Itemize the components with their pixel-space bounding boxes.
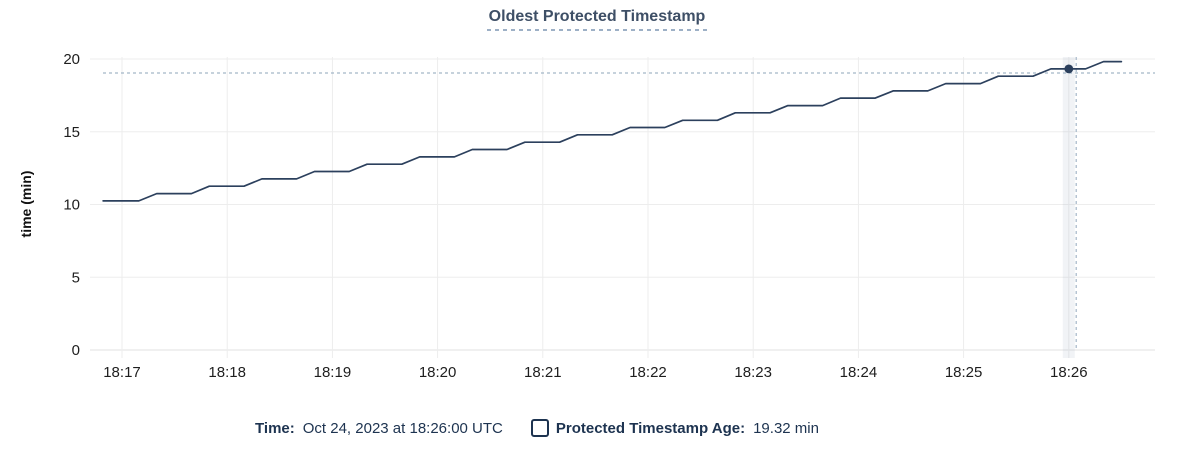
x-tick-label: 18:24 [840,364,878,381]
chart-title[interactable]: Oldest Protected Timestamp [486,8,708,31]
legend-time-label: Time: [255,419,295,437]
x-tick-label: 18:22 [629,364,667,381]
y-tick-label: 5 [72,269,80,286]
protected-timestamp-age-line [102,60,1123,202]
legend-series-label: Protected Timestamp Age: [555,419,746,437]
hover-point-dot [1064,64,1074,74]
legend-time-value: Oct 24, 2023 at 18:26:00 UTC [302,419,503,437]
x-tick-label: 18:19 [314,364,352,381]
hover-legend: Time: Oct 24, 2023 at 18:26:00 UTC Prote… [0,419,1194,437]
y-tick-label: 15 [63,124,80,141]
y-tick-label: 0 [72,342,80,359]
hover-band [1062,57,1075,358]
y-tick-label: 10 [63,197,80,214]
x-tick-label: 18:18 [208,364,246,381]
series-checkbox[interactable] [530,419,549,437]
timeseries-plot[interactable]: 0 5 10 15 20 18:17 18:18 18:19 18:20 18:21 18:22 18… [0,0,1194,400]
x-tick-label: 18:23 [734,364,772,381]
chart-header: Oldest Protected Timestamp [0,8,1194,31]
y-axis-title: time (min) [18,171,34,238]
y-tick-label: 20 [63,51,80,68]
legend-series-value: 19.32 min [753,419,819,437]
x-tick-label: 18:20 [419,364,457,381]
x-tick-label: 18:17 [103,364,141,381]
x-tick-label: 18:25 [945,364,983,381]
x-tick-label: 18:21 [524,364,562,381]
x-tick-label: 18:26 [1050,364,1088,381]
